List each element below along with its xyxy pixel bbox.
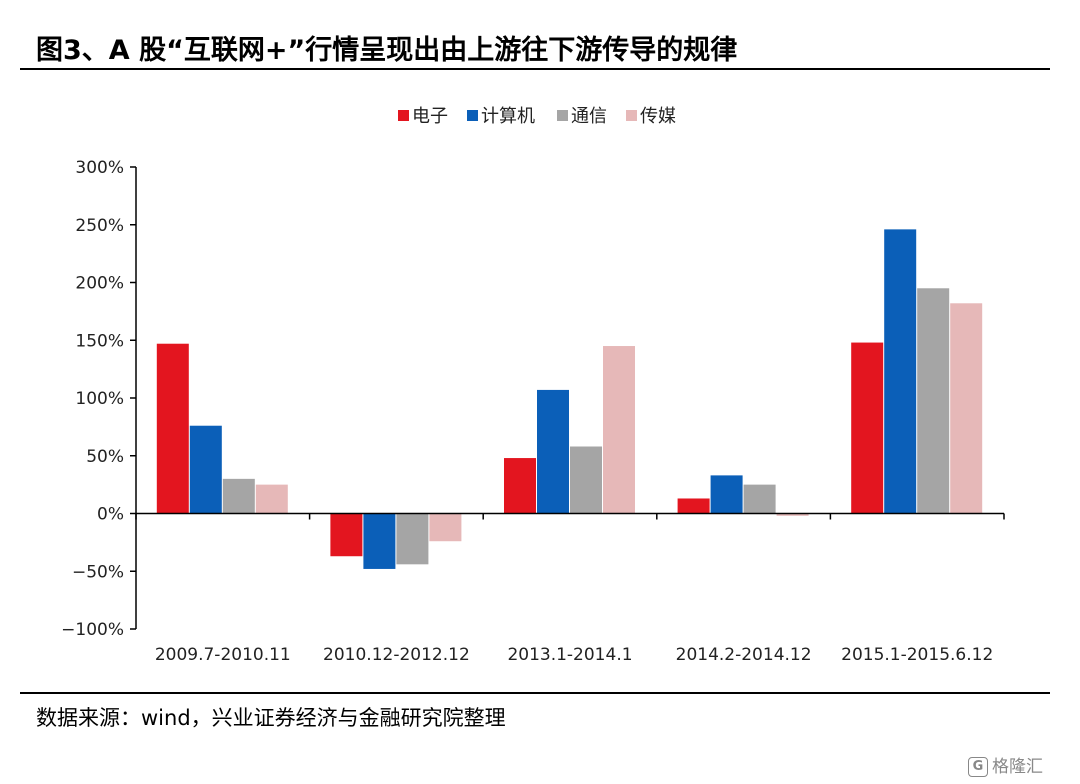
bar-chart: 电子 计算机 通信 传媒 300% 250% 200% 150% 100% 50% 0% −50% −…	[61, 106, 1005, 665]
x-tick-label: 2015.1-2015.6.12	[841, 645, 993, 665]
bar	[429, 513, 462, 542]
bar	[396, 513, 429, 565]
bar	[851, 342, 884, 514]
y-tick-label: 200%	[75, 274, 124, 294]
figure-title: 图3、A 股“互联网+”行情呈现出由上游往下游传导的规律	[36, 35, 738, 66]
bottom-rule	[20, 692, 1050, 694]
bar	[710, 475, 743, 514]
bar	[537, 389, 569, 514]
bar	[677, 498, 710, 514]
x-tick-label: 2009.7-2010.11	[155, 645, 291, 665]
bar	[884, 229, 917, 514]
y-tick-label: 50%	[86, 447, 124, 467]
bar	[950, 303, 983, 514]
legend-swatch	[467, 110, 478, 121]
legend-item: 计算机	[467, 106, 535, 127]
watermark-logo-icon	[968, 757, 988, 777]
legend-item: 电子	[398, 106, 448, 127]
x-tick-label: 2013.1-2014.1	[507, 645, 632, 665]
bar	[917, 288, 950, 514]
bar	[255, 484, 288, 514]
bar	[570, 446, 602, 514]
legend-swatch	[557, 110, 568, 121]
bar	[189, 425, 222, 514]
bar	[776, 513, 809, 516]
y-tick-label: 150%	[75, 331, 124, 351]
watermark: 格隆汇	[968, 752, 1043, 777]
x-tick-label: 2014.2-2014.12	[676, 645, 812, 665]
legend-label: 电子	[412, 106, 448, 127]
legend-label: 传媒	[640, 106, 676, 127]
x-tick-label: 2010.12-2012.12	[323, 645, 470, 665]
legend-label: 计算机	[481, 106, 535, 127]
y-axis: 300% 250% 200% 150% 100% 50% 0% −50% −100%	[61, 158, 137, 640]
bar	[743, 484, 776, 514]
bar	[156, 343, 189, 514]
y-tick-label: −100%	[61, 620, 124, 640]
bar	[330, 513, 363, 557]
y-tick-label: −50%	[72, 562, 124, 582]
bar	[363, 513, 396, 569]
y-tick-label: 100%	[75, 389, 124, 409]
source-note: 数据来源：wind，兴业证券经济与金融研究院整理	[36, 706, 506, 730]
y-tick-label: 300%	[75, 158, 124, 178]
bars	[156, 229, 983, 569]
top-rule	[20, 68, 1050, 70]
bar	[504, 458, 536, 514]
legend-swatch	[626, 110, 637, 121]
legend-item: 传媒	[626, 106, 676, 127]
y-tick-label: 0%	[97, 505, 124, 525]
legend: 电子 计算机 通信 传媒	[398, 106, 676, 127]
bar	[222, 478, 255, 514]
watermark-text: 格隆汇	[992, 757, 1043, 777]
y-tick-label: 250%	[75, 216, 124, 236]
legend-item: 通信	[557, 106, 607, 127]
bar	[603, 346, 635, 514]
legend-swatch	[398, 110, 409, 121]
legend-label: 通信	[571, 106, 607, 127]
x-axis: 2009.7-2010.11 2010.12-2012.12 2013.1-2014…	[135, 512, 1005, 665]
